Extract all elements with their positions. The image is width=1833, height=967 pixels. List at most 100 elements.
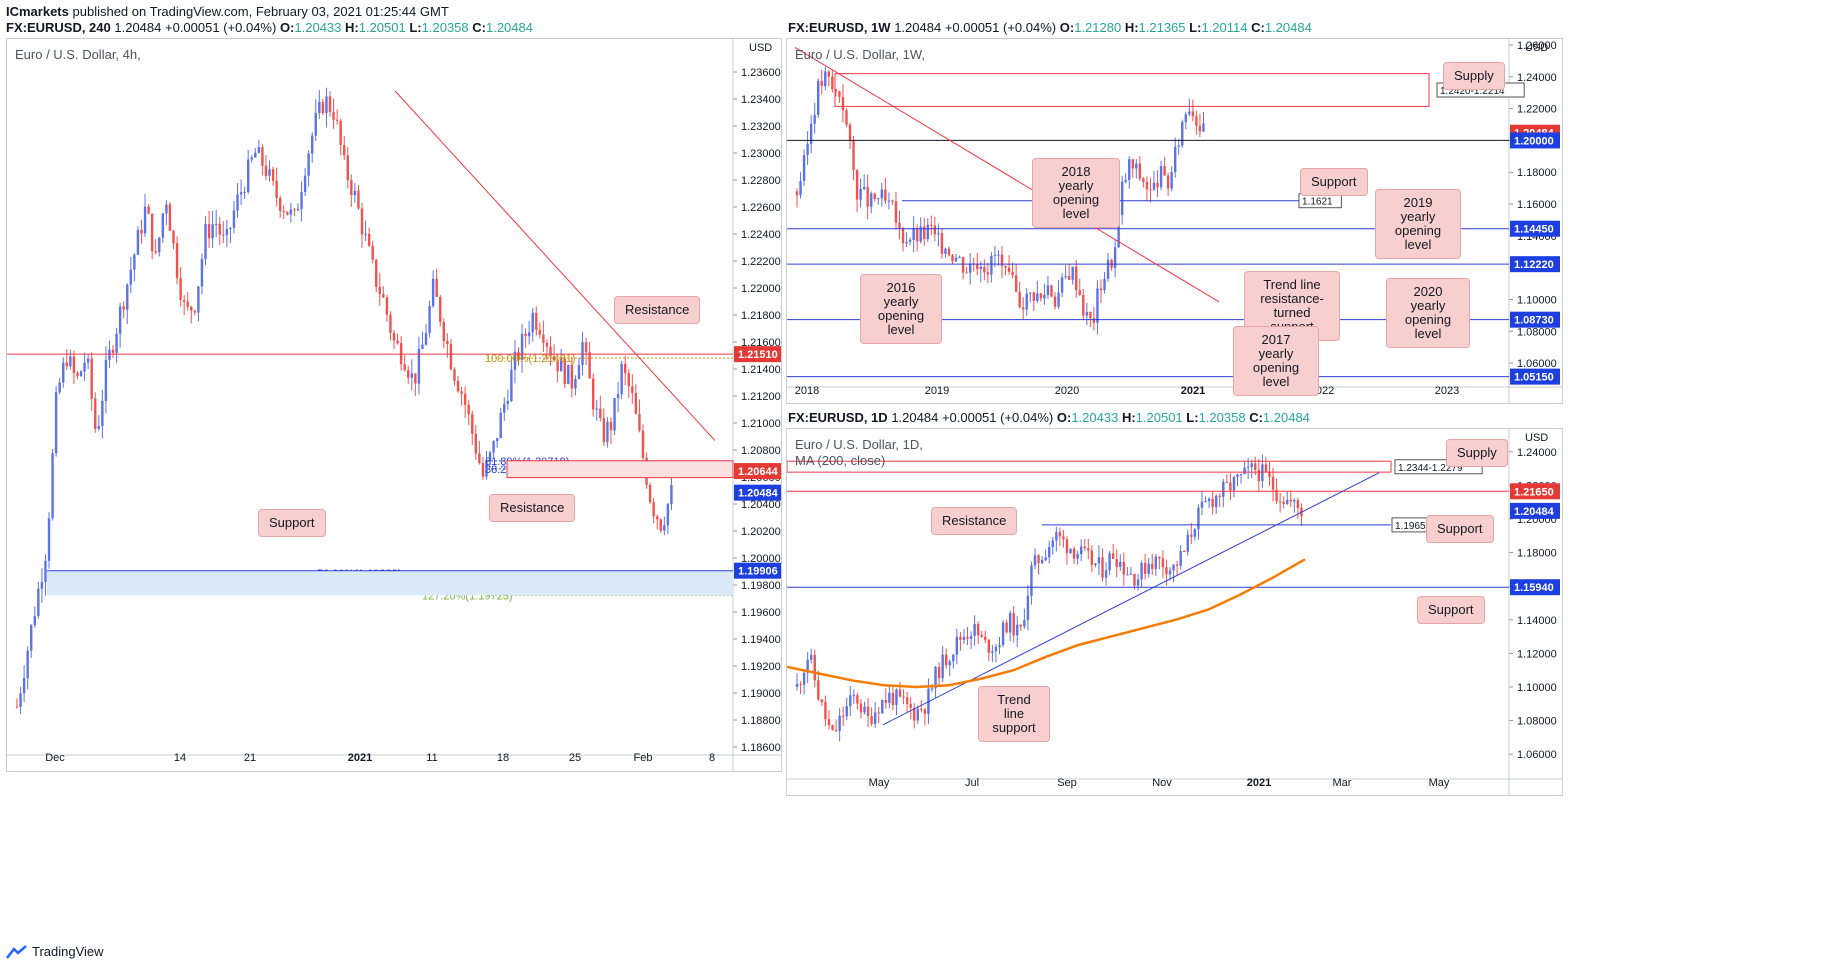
candle-body xyxy=(955,636,959,655)
tradingview-footer[interactable]: TradingView xyxy=(6,944,104,959)
candle-body xyxy=(1179,550,1182,566)
candle-body xyxy=(239,192,243,195)
candle-body xyxy=(895,689,898,705)
candle-body xyxy=(1195,116,1198,126)
candle-body xyxy=(852,695,856,697)
candle-body xyxy=(1119,561,1122,567)
price-tag-bg xyxy=(1510,579,1560,596)
candle-body xyxy=(937,233,940,235)
close-value: 1.20484 xyxy=(1264,20,1312,35)
candle-body xyxy=(1064,276,1067,278)
candle-body xyxy=(453,369,456,381)
candle-body xyxy=(966,637,969,639)
candle-body xyxy=(656,516,659,520)
candle-body xyxy=(371,245,374,260)
candle-body xyxy=(1261,464,1264,482)
price-tag-label: 1.20644 xyxy=(738,466,779,478)
candle-body xyxy=(1082,294,1085,316)
y-tick-label: 1.21600 xyxy=(741,337,781,349)
author-name[interactable]: ICmarkets xyxy=(6,4,69,19)
candle-body xyxy=(410,373,413,378)
candle-body xyxy=(1011,272,1014,276)
candle-body xyxy=(1128,159,1131,181)
candle-body xyxy=(1222,481,1225,497)
candle-body xyxy=(887,200,891,202)
candle-body xyxy=(367,233,371,246)
candle-body xyxy=(1211,498,1214,508)
candle-body xyxy=(817,680,820,700)
candle-body xyxy=(197,286,200,313)
candle-body xyxy=(90,358,93,399)
chart-canvas-1w[interactable]: 1.26000 1.24000 1.22000 1.20000 1.18000 1.160… xyxy=(787,39,1563,404)
candle-body xyxy=(403,364,406,371)
x-tick-label: 8 xyxy=(709,752,715,764)
candle-body xyxy=(179,278,182,300)
candle-body xyxy=(40,581,44,589)
candle-body xyxy=(510,369,513,401)
candle-body xyxy=(257,147,261,153)
candle-body xyxy=(556,360,559,372)
candle-body xyxy=(817,80,820,115)
candle-body xyxy=(820,80,823,87)
candle-body xyxy=(913,707,916,721)
candle-body xyxy=(994,646,998,652)
candle-body xyxy=(824,71,827,87)
candle-body xyxy=(111,349,115,353)
high-value: 1.20501 xyxy=(358,20,406,35)
chart-canvas-1d[interactable]: 1.240001.220001.200001.180001.160001.140… xyxy=(787,429,1563,796)
candle-body xyxy=(905,697,909,704)
candle-body xyxy=(1096,288,1099,323)
candle-body xyxy=(937,666,941,679)
candle-body xyxy=(538,329,542,335)
candle-body xyxy=(952,654,955,662)
candle-body xyxy=(104,359,108,401)
candle-body xyxy=(1000,254,1004,266)
candle-body xyxy=(831,76,834,90)
y-tick-label: 1.21400 xyxy=(741,364,781,376)
candle-body xyxy=(856,695,859,704)
x-tick-label: 25 xyxy=(569,752,581,764)
candle-body xyxy=(570,364,574,389)
price-tag-bg xyxy=(1510,311,1560,328)
callout-supply-d1: Supply xyxy=(1446,439,1508,467)
level-tag-label: 1.2344-1.2279 xyxy=(1398,463,1463,474)
candle-body xyxy=(873,193,876,199)
candle-body xyxy=(870,193,873,207)
candle-body xyxy=(795,683,799,687)
candle-body xyxy=(663,525,666,531)
candle-body xyxy=(72,356,76,373)
candle-body xyxy=(831,725,834,730)
candle-body xyxy=(951,255,954,262)
candle-body xyxy=(838,91,841,97)
candle-body xyxy=(959,636,962,640)
x-tick-label: 21 xyxy=(244,752,256,764)
candle-body xyxy=(378,286,381,295)
candle-body xyxy=(76,372,79,377)
candle-body xyxy=(1149,189,1152,191)
last-price: 1.20484 xyxy=(114,20,162,35)
candle-body xyxy=(1246,466,1250,468)
candle-body xyxy=(877,198,880,200)
candle-body xyxy=(862,186,866,189)
y-tick-label: 1.23600 xyxy=(741,67,781,79)
x-tick-label: 14 xyxy=(174,752,186,764)
candle-body xyxy=(474,433,478,454)
candle-body xyxy=(321,101,325,114)
candle-body xyxy=(1051,540,1054,547)
candle-body xyxy=(827,71,831,77)
candle-body xyxy=(905,241,908,244)
chart-canvas-4h[interactable]: 1.23600 1.23400 1.23200 1.23000 1.22800 1.226… xyxy=(7,39,782,772)
candle-body xyxy=(549,346,552,357)
candle-body xyxy=(1250,463,1253,467)
candle-body xyxy=(795,191,799,196)
candle-body xyxy=(1053,296,1057,307)
currency-label: USD xyxy=(749,42,772,54)
chart-panel-4h[interactable]: 1.23600 1.23400 1.23200 1.23000 1.22800 1.226… xyxy=(6,38,782,772)
candle-body xyxy=(620,363,623,395)
candle-body xyxy=(1147,563,1150,574)
candle-body xyxy=(659,519,662,531)
candle-body xyxy=(613,397,616,431)
candle-body xyxy=(881,699,884,714)
ohlc-strip-d1: FX:EURUSD, 1D 1.20484 +0.00051 (+0.04%) … xyxy=(788,410,1310,425)
candle-body xyxy=(126,284,129,310)
